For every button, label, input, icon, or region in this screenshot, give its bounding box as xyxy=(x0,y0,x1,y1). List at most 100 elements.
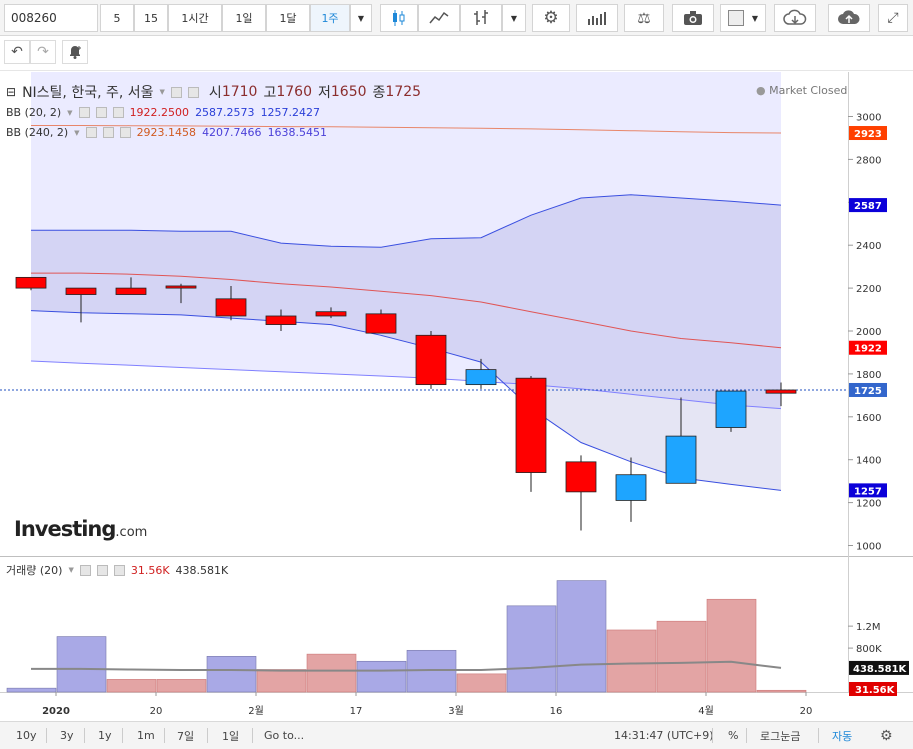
divider xyxy=(252,728,253,743)
settings-icon[interactable] xyxy=(102,127,114,138)
time-tick-label: 2020 xyxy=(42,706,70,717)
legend-high-label: 고 xyxy=(263,85,277,101)
volume-bar xyxy=(106,679,157,693)
close-icon[interactable] xyxy=(113,564,125,576)
goto-button[interactable]: Go to... xyxy=(264,729,305,742)
close-icon[interactable] xyxy=(112,107,124,118)
interval-dropdown[interactable]: ▼ xyxy=(350,4,372,32)
range-10y[interactable]: 10y xyxy=(16,729,37,742)
volume-bar xyxy=(306,653,357,693)
price-tick-label: 2000 xyxy=(856,327,881,338)
interval-5[interactable]: 5 xyxy=(100,4,134,32)
bar-chart-button[interactable] xyxy=(460,4,502,32)
range-1d[interactable]: 1일 xyxy=(222,729,240,743)
symbol-input[interactable]: 008260 xyxy=(4,4,98,32)
candles-button[interactable] xyxy=(380,4,418,32)
visibility-icon[interactable] xyxy=(79,564,91,576)
time-tick-label: 17 xyxy=(350,706,363,717)
legend-open-label: 시 xyxy=(208,85,222,101)
price-tick-label: 1800 xyxy=(856,370,881,381)
investing-logo: Investing.com xyxy=(14,517,147,541)
chevron-down-icon[interactable]: ▼ xyxy=(67,108,73,117)
range-1m[interactable]: 1m xyxy=(137,729,155,742)
color-picker-button[interactable]: ▼ xyxy=(720,4,766,32)
range-1y[interactable]: 1y xyxy=(98,729,112,742)
bb20-upper-badge-label: 2587 xyxy=(854,201,882,212)
visibility-icon[interactable] xyxy=(78,107,90,118)
divider xyxy=(207,728,208,743)
volume-bar xyxy=(706,598,757,693)
auto-scale-toggle[interactable]: 자동 xyxy=(832,729,853,743)
expand-icon: ⤢ xyxy=(887,10,899,26)
price-tick-label: 2400 xyxy=(856,241,881,252)
divider xyxy=(122,728,123,743)
candle-body xyxy=(165,285,197,289)
range-7d[interactable]: 7일 xyxy=(177,729,195,743)
legend-high: 1760 xyxy=(276,84,312,100)
volume-legend: 거래량 (20) ▼ 31.56K 438.581K xyxy=(6,562,228,578)
settings-icon[interactable] xyxy=(95,107,107,118)
settings-icon[interactable] xyxy=(187,86,199,98)
bb20-upper-value: 2587.2573 xyxy=(195,106,255,119)
redo-button[interactable]: ↷ xyxy=(30,40,56,64)
bell-plus-icon xyxy=(70,46,81,59)
volume-ma-value: 438.581K xyxy=(175,563,229,577)
price-chart[interactable]: 3000280026002400220020001800160014001200… xyxy=(0,72,913,722)
candle-body xyxy=(215,298,247,317)
line-chart-button[interactable] xyxy=(418,4,460,32)
percent-toggle[interactable]: % xyxy=(728,729,739,742)
bb20-lower-value: 1257.2427 xyxy=(260,106,321,119)
legend-close: 1725 xyxy=(385,84,422,100)
bb20-mid-badge-label: 1922 xyxy=(854,344,882,355)
load-chart-button[interactable] xyxy=(774,4,816,32)
cloud-upload-icon xyxy=(838,10,860,24)
price-tick-label: 1600 xyxy=(856,413,881,424)
interval-1d[interactable]: 1일 xyxy=(222,4,266,32)
settings-button[interactable]: ⚙ xyxy=(532,4,570,32)
fullscreen-button[interactable]: ⤢ xyxy=(878,4,908,32)
range-3y[interactable]: 3y xyxy=(60,729,74,742)
divider xyxy=(84,728,85,743)
camera-icon xyxy=(684,11,702,25)
interval-1w[interactable]: 1주 xyxy=(310,4,350,32)
candle-body xyxy=(765,389,797,394)
chevron-down-icon[interactable]: ▼ xyxy=(159,88,165,96)
alert-button[interactable] xyxy=(62,40,88,64)
screenshot-button[interactable] xyxy=(672,4,714,32)
chart-settings-button[interactable]: ⚙ xyxy=(880,722,893,749)
legend-symbol-title: NI스틸, 한국, 주, 서울 xyxy=(22,85,154,101)
chart-area[interactable]: 3000280026002400220020001800160014001200… xyxy=(0,72,913,722)
candle-body xyxy=(715,390,747,428)
visibility-icon[interactable] xyxy=(170,86,182,98)
compare-button[interactable]: ⚖ xyxy=(624,4,664,32)
save-chart-button[interactable] xyxy=(828,4,870,32)
chevron-down-icon[interactable]: ▼ xyxy=(74,128,80,137)
collapse-icon[interactable]: ⊟ xyxy=(6,85,17,99)
legend-close-label: 종 xyxy=(372,85,386,101)
close-icon[interactable] xyxy=(119,127,131,138)
interval-1mo[interactable]: 1달 xyxy=(266,4,310,32)
time-tick-label: 16 xyxy=(550,706,563,717)
chevron-down-icon[interactable]: ▼ xyxy=(68,566,74,574)
status-dot-icon: ● xyxy=(756,84,766,97)
area-chart-icon xyxy=(429,11,449,24)
log-scale-toggle[interactable]: 로그눈금 xyxy=(760,729,801,743)
candle-body xyxy=(115,287,147,295)
bb240-mid-badge-label: 2923 xyxy=(854,129,882,140)
undo-button[interactable]: ↶ xyxy=(4,40,30,64)
time-tick-label: 20 xyxy=(800,706,813,717)
volume-bar xyxy=(56,636,107,693)
volume-bar xyxy=(256,669,307,693)
visibility-icon[interactable] xyxy=(85,127,97,138)
settings-icon[interactable] xyxy=(96,564,108,576)
color-swatch xyxy=(727,10,744,26)
indicators-icon xyxy=(588,12,606,25)
bb240-mid-value: 2923.1458 xyxy=(136,126,197,139)
bb20-mid-line xyxy=(31,272,782,349)
price-tick-label: 2800 xyxy=(856,155,881,166)
chart-type-dropdown[interactable]: ▼ xyxy=(502,4,526,32)
interval-15[interactable]: 15 xyxy=(134,4,168,32)
interval-1h[interactable]: 1시간 xyxy=(168,4,222,32)
indicators-button[interactable] xyxy=(576,4,618,32)
bottom-toolbar: 10y 3y 1y 1m 7일 1일 Go to... 14:31:47 (UT… xyxy=(0,721,913,749)
